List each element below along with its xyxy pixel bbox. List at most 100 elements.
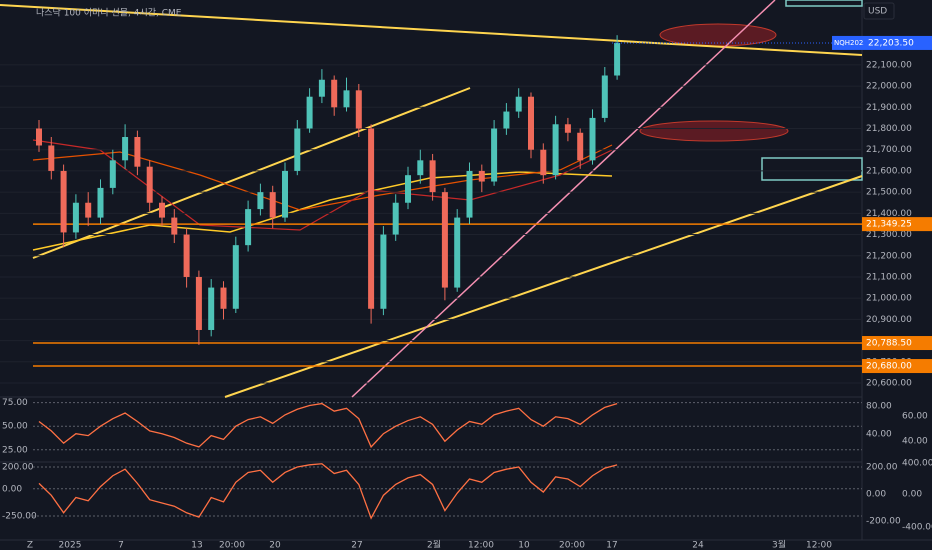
right-label: 400.00 xyxy=(902,459,932,469)
oscillator-line xyxy=(38,463,618,520)
price-label: 21,349.25 xyxy=(866,220,912,230)
y-tick-label: 21,600.00 xyxy=(866,166,912,176)
candle-body xyxy=(380,234,387,309)
x-tick-label: 10 xyxy=(518,541,530,550)
x-tick-label: 2월 xyxy=(427,539,441,550)
x-tick-label: 2025 xyxy=(59,541,82,550)
price-label-box xyxy=(862,217,932,232)
x-tick-label: 24 xyxy=(692,541,704,550)
candle-body xyxy=(171,217,178,235)
candle-body xyxy=(318,79,325,97)
currency-button[interactable] xyxy=(863,2,895,20)
y-tick-label: 22,100.00 xyxy=(866,60,912,70)
last-name-box xyxy=(832,35,864,50)
right-label: 0.00 xyxy=(902,490,922,500)
y-tick-label: 0.00 xyxy=(2,484,22,494)
candle-body xyxy=(306,96,313,129)
y-tick-label: 21,200.00 xyxy=(866,251,912,261)
x-tick-label: 13 xyxy=(191,541,202,550)
candle-body xyxy=(564,124,571,133)
oscillator-line xyxy=(38,402,618,449)
y-tick-label: 20,900.00 xyxy=(866,315,912,325)
price-label: 20,680.00 xyxy=(866,362,912,372)
candle-body xyxy=(429,160,436,193)
candle-body xyxy=(528,96,534,150)
candle-body xyxy=(48,145,55,171)
candle-body xyxy=(614,42,621,76)
candle-body xyxy=(491,128,498,182)
rect-drawing xyxy=(761,157,863,181)
x-tick-label: 20:00 xyxy=(559,541,585,550)
candle-body xyxy=(405,175,411,203)
y-tick-label: 21,400.00 xyxy=(866,209,912,219)
candle-body xyxy=(417,160,424,176)
currency-label[interactable]: USD xyxy=(868,7,887,17)
candle-body xyxy=(552,124,559,176)
candle-body xyxy=(36,128,42,146)
candle-body xyxy=(392,202,399,235)
candle-body xyxy=(85,202,92,218)
candle-body xyxy=(466,170,473,218)
y-tick-label: 21,800.00 xyxy=(866,124,912,134)
x-tick-label: 7 xyxy=(118,541,124,550)
trendline xyxy=(224,175,863,398)
y-tick-label: -250.00 xyxy=(2,512,37,522)
moving-average xyxy=(32,139,613,231)
y-tick-label: 22,000.00 xyxy=(866,82,912,92)
x-tick-label: 20 xyxy=(269,541,281,550)
last-price-box xyxy=(864,35,932,50)
x-tick-label: 3월 xyxy=(772,539,786,550)
right-label: -200.00 xyxy=(866,517,901,527)
x-tick-label: 17 xyxy=(606,541,617,550)
trendline xyxy=(351,0,776,398)
y-tick-label: 50.00 xyxy=(2,422,28,432)
x-tick-label: 27 xyxy=(351,541,362,550)
candle-body xyxy=(368,128,375,309)
candle-body xyxy=(294,128,301,171)
candle-body xyxy=(515,96,522,112)
candle-body xyxy=(441,192,448,288)
y-tick-label: 200.00 xyxy=(2,463,34,473)
right-label: 0.00 xyxy=(866,490,886,500)
x-tick-label: Z xyxy=(27,541,33,550)
price-label: 20,788.50 xyxy=(866,339,912,349)
candle-body xyxy=(245,209,252,246)
candle-body xyxy=(454,217,461,288)
candle-body xyxy=(195,276,202,330)
candle-body xyxy=(343,90,350,108)
candle-body xyxy=(134,136,141,167)
candle-body xyxy=(220,287,227,309)
candle-body xyxy=(208,287,215,330)
trendline xyxy=(0,4,863,56)
rect-drawing xyxy=(785,0,863,7)
right-label: 40.00 xyxy=(902,437,928,447)
candle-body xyxy=(503,111,510,129)
candle-body xyxy=(540,149,547,176)
chart-title: 나스닥 100 이미니 선물, 4시간, CME xyxy=(36,8,182,19)
candle-body xyxy=(331,79,338,108)
candle-body xyxy=(269,192,276,218)
last-price: 22,203.50 xyxy=(868,38,914,48)
y-tick-label: 21,300.00 xyxy=(866,230,912,240)
x-tick-label: 12:00 xyxy=(468,541,494,550)
trendline xyxy=(32,87,471,259)
candle-body xyxy=(257,192,264,210)
candle-body xyxy=(109,160,116,188)
y-tick-label: 21,100.00 xyxy=(866,272,912,282)
y-tick-label: 25.00 xyxy=(2,445,28,455)
y-tick-label: 21,900.00 xyxy=(866,103,912,113)
candle-body xyxy=(589,117,596,161)
y-tick-label: 20,600.00 xyxy=(866,379,912,389)
y-tick-label: 21,500.00 xyxy=(866,188,912,198)
candle-body xyxy=(183,234,190,277)
candle-body xyxy=(146,166,153,203)
last-name: NQH2025 xyxy=(834,39,868,47)
candle-body xyxy=(355,90,362,129)
right-label: -400.00 xyxy=(902,523,932,533)
x-tick-label: 12:00 xyxy=(806,541,832,550)
right-label: 40.00 xyxy=(866,430,892,440)
y-tick-label: 21,700.00 xyxy=(866,145,912,155)
candle-body xyxy=(232,245,239,309)
x-tick-label: 20:00 xyxy=(219,541,245,550)
